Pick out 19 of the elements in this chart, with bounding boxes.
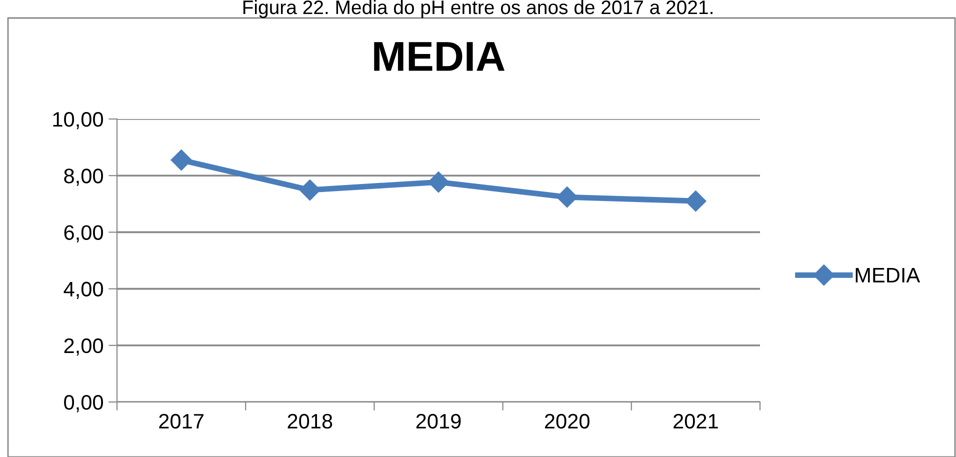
- x-tick-label: 2019: [416, 414, 461, 429]
- point: [556, 186, 578, 208]
- y-tick-label: 8,00: [64, 168, 103, 186]
- x-tick-label: 2020: [544, 414, 590, 429]
- x-tick-label: 2021: [674, 414, 718, 429]
- y-tick-label: 0,00: [64, 395, 103, 412]
- y-tick-label: 6,00: [64, 225, 103, 242]
- legend-label: MEDIA: [856, 268, 920, 282]
- y-tick-label: 4,00: [64, 282, 103, 300]
- point: [428, 172, 450, 193]
- y-tick-label: 10,00: [53, 112, 103, 130]
- chart-title: MEDIA: [374, 42, 505, 71]
- y-tick-label: 2,00: [64, 338, 103, 356]
- x-tick-label: 2018: [288, 414, 332, 429]
- point: [685, 190, 706, 212]
- text: Figura 22. Media do pH entre os anos de 2017 a 2021.: [243, 0, 712, 18]
- x-tick-label: 2017: [159, 414, 204, 429]
- point: [299, 180, 320, 201]
- point: [170, 150, 192, 171]
